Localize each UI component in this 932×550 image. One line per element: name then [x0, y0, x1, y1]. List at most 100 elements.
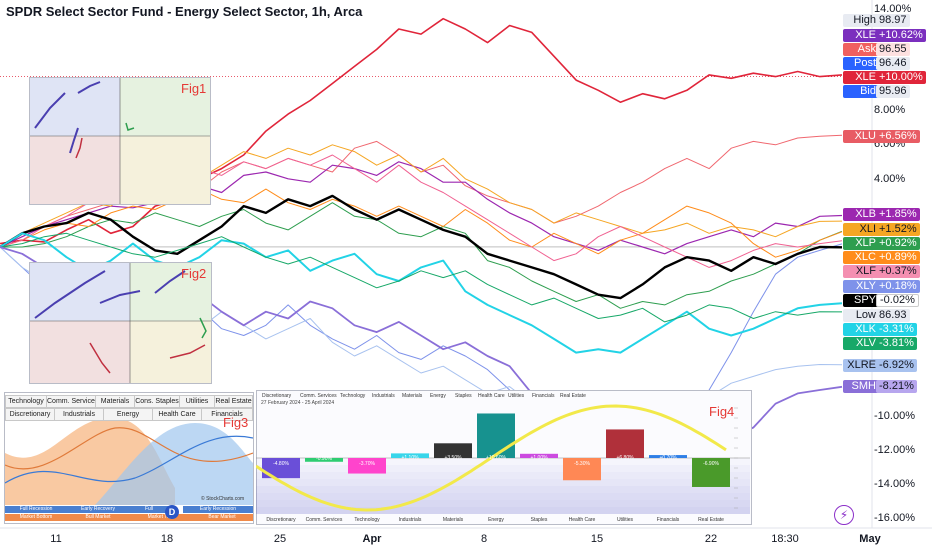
series-line-xlk [0, 232, 843, 354]
fig4-bar [434, 443, 472, 458]
tag-xlf-value: +0.37% [876, 265, 920, 278]
tag-xlk-name: XLK [843, 323, 879, 336]
fig3-cycle-plot [5, 417, 253, 505]
tag-post-value: 96.46 [876, 57, 910, 70]
fig3-phase: Early Recession [183, 506, 253, 513]
chart-title: SPDR Select Sector Fund - Energy Select … [6, 4, 363, 19]
fig4-x-label: Staples [530, 517, 548, 523]
fig4-legend-item[interactable]: Utilities [508, 393, 525, 399]
fig4-bar [391, 453, 429, 458]
fig4-value-label: -4.80% [273, 461, 289, 467]
fig4-cycle-curve [256, 404, 727, 512]
fig3-tab[interactable]: Energy [103, 408, 153, 421]
tag-xle2-name: XLE [843, 71, 879, 84]
fig4-legend-item[interactable]: Materials [402, 393, 423, 399]
fig4-x-label: Real Estate [698, 517, 724, 523]
series-line-xlc [0, 188, 843, 258]
tag-xlu-name: XLU [843, 130, 879, 143]
fig4-legend-item[interactable]: Comm. Services [300, 393, 337, 399]
x-tick-label: 18 [160, 533, 174, 545]
y-tick-label: -10.00% [874, 410, 915, 422]
fig3-cycle-line [5, 435, 253, 484]
fig3-tab[interactable]: Utilities [179, 395, 215, 408]
tag-xlv-value: -3.81% [876, 337, 917, 350]
fig4-bar [262, 458, 300, 479]
fig4-x-label: Energy [488, 517, 504, 523]
fig4-legend-item[interactable]: Industrials [372, 393, 395, 399]
fig4-band [256, 465, 750, 472]
fig4-legend-item[interactable]: Discretionary [262, 393, 292, 399]
fig4-value-label: +3.50% [444, 455, 462, 461]
fig3-marker[interactable]: D [165, 505, 179, 519]
tag-high-name: High [843, 14, 879, 27]
fig4-legend-item[interactable]: Staples [455, 393, 472, 399]
fig1-tail [75, 137, 83, 159]
fig3-phase: Market Top [129, 514, 191, 521]
fig4-legend-item[interactable]: Real Estate [560, 393, 586, 399]
tag-post-name: Post [843, 57, 879, 70]
fig4-value-label: +1.10% [401, 455, 419, 461]
tag-xli-name: XLI [843, 223, 879, 236]
tag-xlp-value: +0.92% [876, 237, 920, 250]
fig3-tab[interactable]: Discretionary [5, 408, 55, 421]
fig4-x-label: Utilities [616, 517, 634, 523]
fig3-credit: © StockCharts.com [201, 496, 245, 502]
fig4-value-label: +6.80% [616, 455, 634, 461]
fig4-band [256, 493, 750, 500]
fig4-bar [606, 429, 644, 458]
tag-ask-value: 96.55 [876, 43, 910, 56]
series-line-spy [0, 194, 843, 300]
x-tick-label: May [859, 533, 881, 545]
fig4-band [256, 507, 750, 514]
fig4-legend-item[interactable]: Energy [430, 393, 446, 399]
fig3-tab[interactable]: Materials [95, 395, 135, 408]
fig3-tab[interactable]: Health Care [152, 408, 202, 421]
fig2-quadrant [130, 263, 211, 321]
tag-xlb-name: XLB [843, 208, 879, 221]
fig3-tab[interactable]: Industrials [54, 408, 104, 421]
tag-xlre-value: -6.92% [876, 359, 917, 372]
fig4-value-label: -6.90% [703, 461, 719, 467]
fig4-legend-item[interactable]: Health Care [478, 393, 505, 399]
fig3-phase: Bull Market [67, 514, 129, 521]
fig4-band [256, 472, 750, 479]
fig4-x-label: Financials [656, 517, 680, 523]
fig2-quadrant [30, 263, 130, 321]
y-tick-label: 4.00% [874, 173, 906, 185]
fig3-label: Fig3 [223, 415, 249, 430]
fig3-tab[interactable]: Technology [5, 395, 47, 408]
series-line-xlv [0, 232, 843, 323]
x-tick-label: 8 [480, 533, 488, 545]
fig4-legend-item[interactable]: Technology [340, 393, 366, 399]
fig4-legend-item[interactable]: Financials [532, 393, 555, 399]
y-tick-label: -12.00% [874, 444, 915, 456]
fig4-label: Fig4 [709, 404, 735, 419]
fig3-tab[interactable]: Cons. Staples [134, 395, 180, 408]
series-line-xlb [0, 161, 843, 255]
x-tick-label: 15 [590, 533, 604, 545]
fig3-tab[interactable]: Real Estate [214, 395, 253, 408]
tag-xlb-value: +1.85% [876, 208, 920, 221]
fig1-rrg-plot [30, 78, 210, 204]
fig3-tab[interactable]: Financials [201, 408, 253, 421]
x-tick-label: 18:30 [771, 533, 799, 545]
tag-high-value: 98.97 [876, 14, 910, 27]
tag-xly-value: +0.18% [876, 280, 920, 293]
fig4-value-label: +10.60% [486, 455, 506, 461]
fig2-tail [34, 270, 106, 319]
y-tick-label: 14.00% [874, 3, 912, 15]
tag-xle2-value: +10.00% [876, 71, 926, 84]
fig3-phase: Early Recovery [67, 506, 129, 513]
tag-xlre-name: XLRE [843, 359, 879, 372]
y-tick-label: 8.00% [874, 104, 906, 116]
x-tick-label: Apr [362, 533, 382, 545]
tag-xlk-value: -3.31% [876, 323, 917, 336]
tag-low-name: Low [843, 309, 879, 322]
lightning-icon[interactable]: ⚡ [834, 505, 854, 525]
fig4-bar [477, 413, 515, 458]
fig3-tab[interactable]: Comm. Services [46, 395, 96, 408]
fig4-band [256, 486, 750, 493]
tag-ask-name: Ask [843, 43, 879, 56]
tag-spy-name: SPY [843, 294, 879, 307]
